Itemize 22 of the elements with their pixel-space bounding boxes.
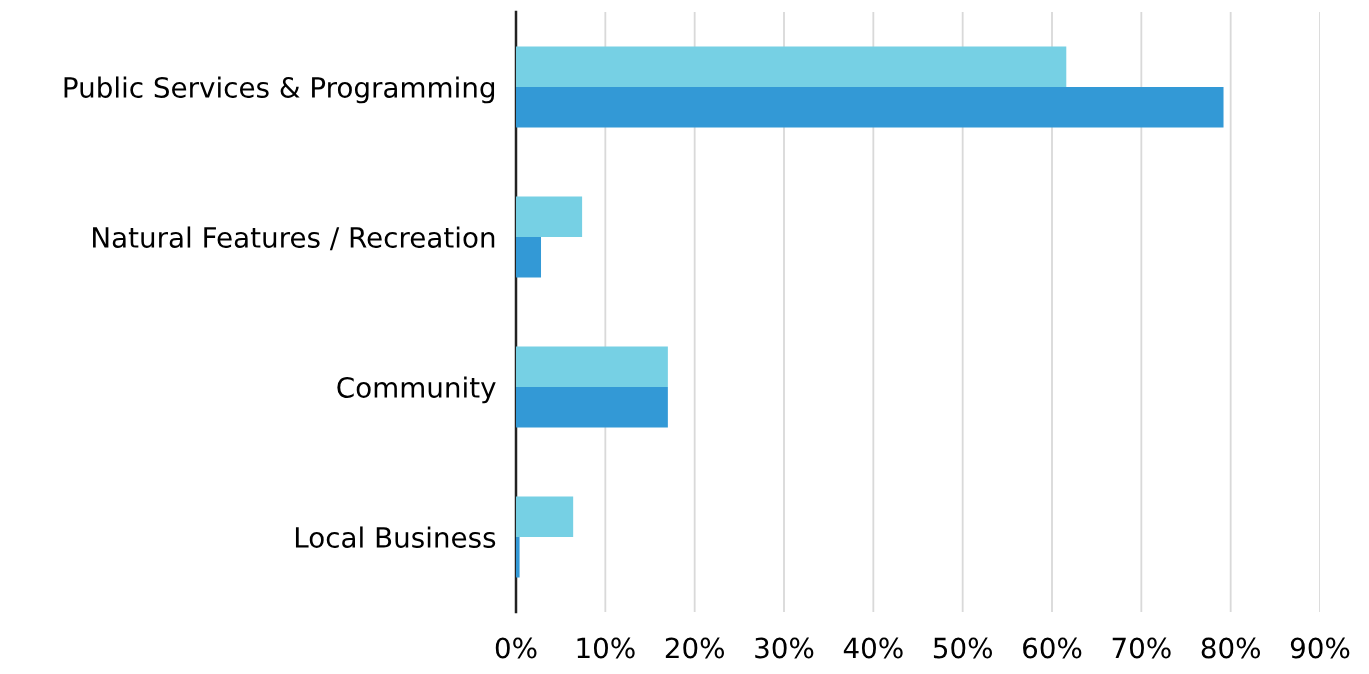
x-tick-label: 70% xyxy=(1112,637,1171,659)
x-tick-label: 0% xyxy=(495,637,537,659)
bar xyxy=(516,346,668,387)
y-tick-label: Natural Features / Recreation xyxy=(93,226,495,251)
x-tick-label: 50% xyxy=(933,637,992,659)
x-tick-label: 90% xyxy=(1290,637,1350,659)
y-tick-label: Public Services & Programming xyxy=(64,76,495,104)
bar xyxy=(516,496,574,537)
bar xyxy=(516,196,583,237)
y-tick-label: Community xyxy=(337,376,496,404)
x-tick-label: 10% xyxy=(577,637,635,659)
x-tick-label: 80% xyxy=(1201,637,1260,659)
bar xyxy=(516,387,668,428)
x-tick-label: 40% xyxy=(843,637,903,659)
y-tick-label: Local Business xyxy=(295,526,496,548)
bar xyxy=(516,46,1067,87)
x-tick-label: 60% xyxy=(1023,637,1082,659)
bar xyxy=(516,87,1224,128)
x-tick-label: 20% xyxy=(665,637,724,659)
bar xyxy=(516,237,542,278)
x-tick-label: 30% xyxy=(755,637,814,659)
bar xyxy=(516,537,520,578)
